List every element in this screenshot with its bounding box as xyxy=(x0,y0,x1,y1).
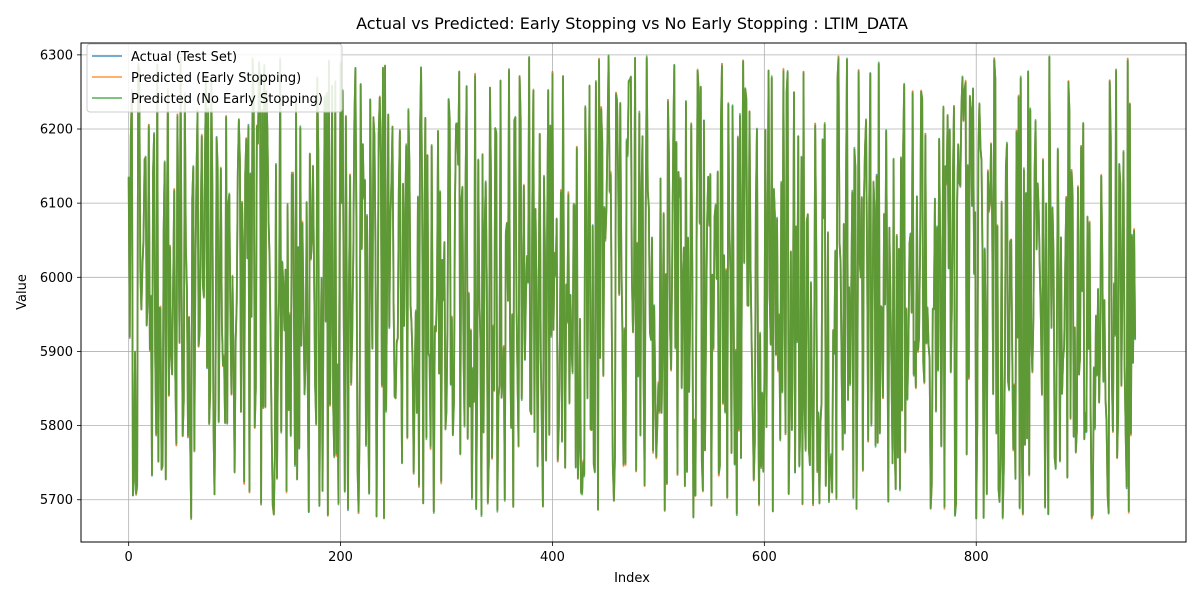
x-tick-label: 0 xyxy=(125,550,133,565)
y-tick-label: 6300 xyxy=(40,48,73,63)
x-tick-label: 400 xyxy=(540,550,565,565)
y-axis-label: Value xyxy=(15,274,30,310)
plot-area xyxy=(127,54,1137,521)
axis-ticks: 0 200 400 600 800 5700 5800 5900 6000 6100 6200 630… xyxy=(40,48,989,565)
legend-label-actual: Actual (Test Set) xyxy=(131,50,237,65)
x-tick-label: 200 xyxy=(328,550,353,565)
legend: Actual (Test Set) Predicted (Early Stopp… xyxy=(86,43,343,113)
legend-box xyxy=(86,43,343,113)
legend-label-early-stopping: Predicted (Early Stopping) xyxy=(131,71,301,86)
y-tick-label: 5700 xyxy=(40,493,73,508)
x-axis-label: Index xyxy=(614,571,650,586)
x-tick-label: 800 xyxy=(964,550,989,565)
y-tick-label: 6200 xyxy=(40,123,73,138)
series-line-2 xyxy=(127,54,1137,521)
plot-frame xyxy=(80,42,1187,543)
y-tick-label: 6000 xyxy=(40,271,73,286)
x-tick-label: 600 xyxy=(752,550,777,565)
y-tick-label: 5900 xyxy=(40,345,73,360)
legend-label-no-early-stopping: Predicted (No Early Stopping) xyxy=(131,92,323,107)
chart-title: Actual vs Predicted: Early Stopping vs N… xyxy=(356,14,908,34)
y-tick-label: 5800 xyxy=(40,419,73,434)
y-tick-label: 6100 xyxy=(40,197,73,212)
